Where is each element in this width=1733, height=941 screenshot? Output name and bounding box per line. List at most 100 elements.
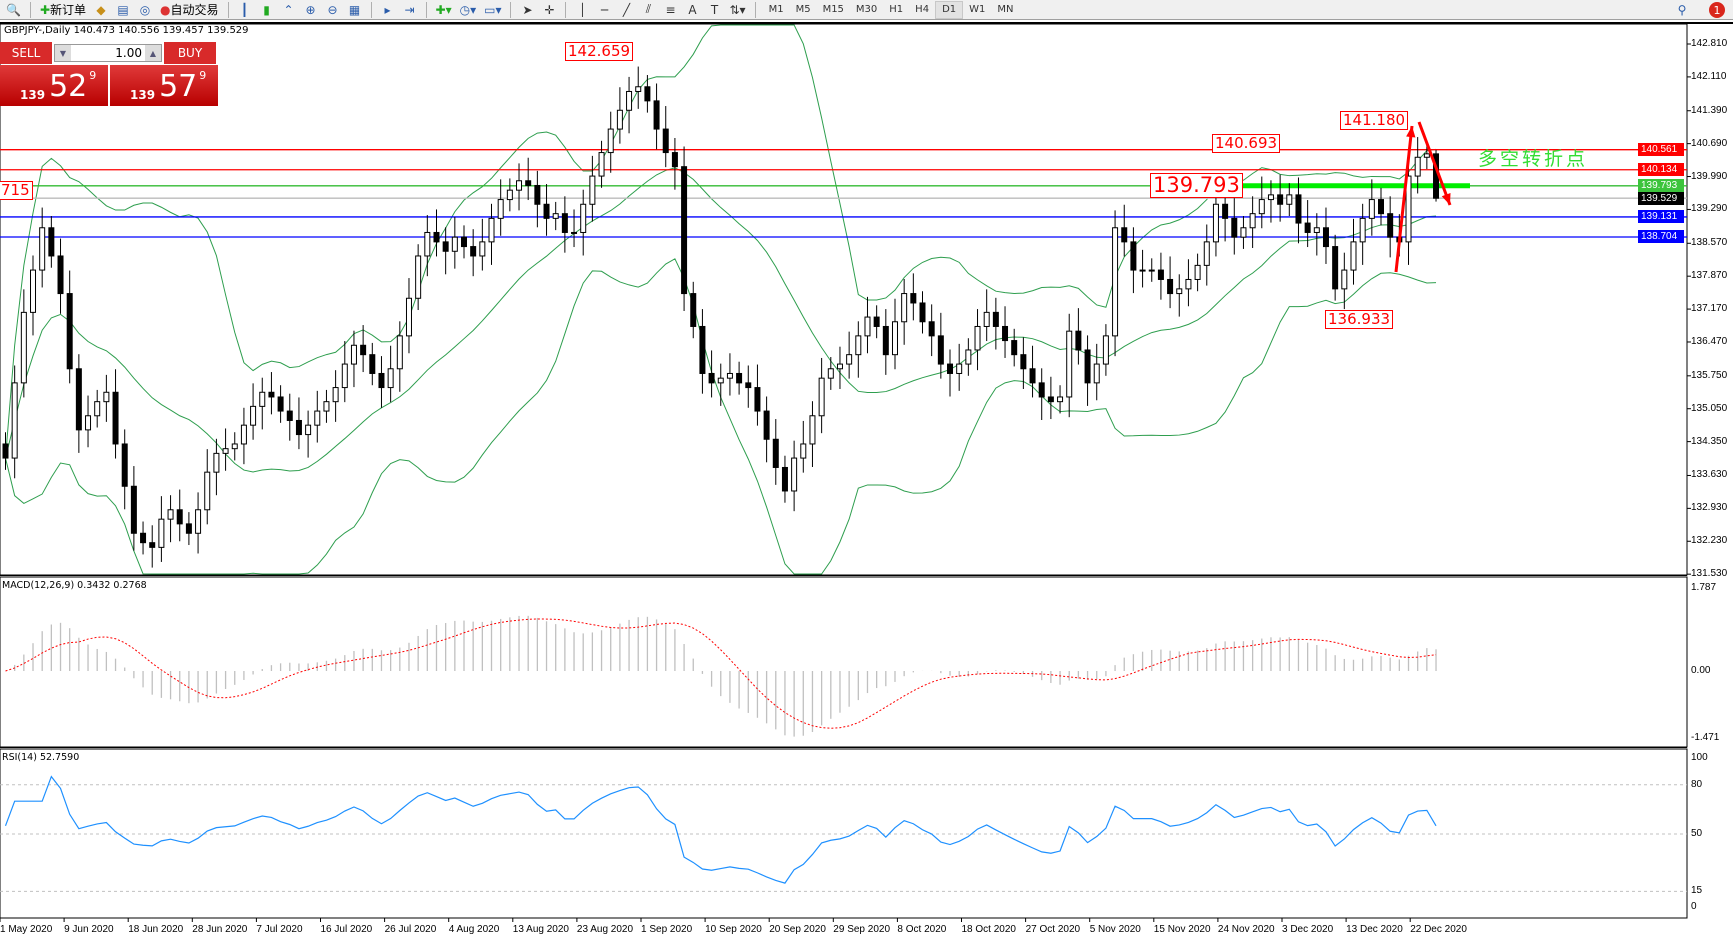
- price-axis-label: 137.170: [1691, 303, 1728, 315]
- lot-decrease-icon[interactable]: ▼: [55, 45, 71, 61]
- candle-bear: [690, 293, 697, 327]
- notification-badge[interactable]: 1: [1709, 2, 1725, 18]
- candle-bull: [1258, 199, 1265, 215]
- lot-increase-icon[interactable]: ▲: [145, 45, 161, 61]
- templates-icon[interactable]: ▭▾: [484, 2, 502, 17]
- market-watch-icon[interactable]: ◆: [96, 2, 106, 17]
- annotation-resistance[interactable]: 140.693: [1212, 134, 1281, 153]
- timeframe-h1[interactable]: H1: [889, 4, 904, 15]
- candle-bull: [396, 335, 403, 370]
- indicators-icon[interactable]: ✚▾: [435, 2, 452, 17]
- lot-input[interactable]: ▼ 1.00 ▲: [54, 44, 162, 62]
- candle-bull: [635, 86, 642, 92]
- candle-bear: [937, 335, 944, 365]
- auto-trading-button[interactable]: ● 自动交易: [158, 1, 221, 19]
- candle-bear: [736, 372, 743, 384]
- candle-bull: [1414, 156, 1421, 177]
- candle-bear: [708, 372, 715, 384]
- separator: [565, 1, 567, 18]
- chart-shift-icon[interactable]: ⇥: [404, 2, 415, 17]
- candle-bear: [1167, 278, 1174, 295]
- periods-icon[interactable]: ◷▾: [459, 2, 477, 17]
- signal-icon[interactable]: ◎: [139, 2, 151, 17]
- timeframe-w1[interactable]: W1: [969, 4, 986, 15]
- candle-bear: [1231, 217, 1238, 238]
- auto-trading-label: 自动交易: [170, 3, 219, 17]
- line-chart-icon[interactable]: ⌃: [283, 2, 294, 17]
- candle-bull: [1249, 213, 1256, 229]
- separator: [510, 1, 512, 18]
- search-icon[interactable]: ⚲: [1677, 3, 1687, 17]
- candle-bull: [800, 443, 807, 459]
- vertical-line-icon[interactable]: │: [578, 2, 587, 17]
- cursor-icon[interactable]: ➤: [522, 2, 533, 17]
- candle-bull: [213, 452, 220, 473]
- equidistant-channel-icon[interactable]: ⫽: [645, 2, 652, 16]
- buy-button[interactable]: BUY: [164, 42, 216, 64]
- crosshair-icon[interactable]: ✛: [544, 2, 555, 17]
- timeframe-m5[interactable]: M5: [795, 4, 811, 15]
- arrows-icon[interactable]: ⇅▾: [729, 2, 746, 17]
- candle-bear: [1277, 194, 1284, 205]
- tile-windows-icon[interactable]: ▦: [348, 2, 361, 17]
- candle-bear: [121, 443, 128, 487]
- candle-bull: [1176, 288, 1183, 295]
- candle-bull: [1093, 363, 1100, 384]
- annotation-pivot[interactable]: 139.793: [1150, 173, 1243, 198]
- autoscroll-icon[interactable]: ▸: [384, 2, 391, 17]
- timeframe-mn[interactable]: MN: [997, 4, 1014, 15]
- new-order-button[interactable]: ✚ 新订单: [38, 1, 88, 19]
- candle-bull: [1185, 278, 1192, 290]
- buy-price[interactable]: 139 57 9: [110, 65, 218, 106]
- candle-bull: [589, 175, 596, 205]
- timeframe-h4[interactable]: H4: [915, 4, 930, 15]
- zoom-icon[interactable]: 🔍: [6, 2, 21, 17]
- sell-button[interactable]: SELL: [0, 42, 52, 64]
- zoom-in-icon[interactable]: ⊕: [305, 2, 316, 17]
- text-icon[interactable]: A: [688, 2, 697, 17]
- candle-bull: [726, 372, 733, 379]
- bar-chart-icon[interactable]: ┃: [240, 2, 249, 17]
- candle-bull: [231, 443, 238, 450]
- annotation-low[interactable]: 136.933: [1325, 310, 1394, 329]
- candle-bear: [525, 180, 532, 186]
- lot-value[interactable]: 1.00: [115, 46, 142, 60]
- candle-bear: [176, 509, 183, 525]
- annotation-high[interactable]: 142.659: [565, 42, 634, 61]
- candle-bull: [240, 424, 247, 445]
- candle-bear: [772, 438, 779, 468]
- horizontal-line-icon[interactable]: ─: [600, 2, 609, 17]
- timeframe-m15[interactable]: M15: [822, 4, 844, 15]
- price-axis-label: 140.690: [1691, 137, 1728, 149]
- macd-axis-label: 0.00: [1691, 665, 1711, 676]
- annotation-left-cut[interactable]: 715: [0, 181, 33, 200]
- candle-bear: [873, 316, 880, 327]
- price-axis-label: 132.230: [1691, 535, 1728, 547]
- pivot-note[interactable]: 多空转折点: [1478, 148, 1589, 170]
- candle-bull: [791, 457, 798, 492]
- sell-price[interactable]: 139 52 9: [0, 65, 108, 106]
- candle-bull: [1102, 335, 1109, 365]
- timeframe-m30[interactable]: M30: [855, 4, 878, 15]
- fibonacci-icon[interactable]: ≡: [665, 2, 676, 17]
- candle-bull: [1057, 396, 1064, 403]
- timeframe-d1[interactable]: D1: [935, 0, 964, 19]
- zoom-out-icon[interactable]: ⊖: [327, 2, 338, 17]
- candlestick-icon[interactable]: ▮: [263, 2, 270, 17]
- candle-bull: [965, 349, 972, 365]
- price-axis-label: 142.110: [1691, 70, 1727, 82]
- candle-bull: [855, 335, 862, 356]
- trendline-icon[interactable]: ╱: [622, 2, 631, 17]
- candle-bull: [103, 391, 110, 403]
- annotation-recent-high[interactable]: 141.180: [1340, 111, 1409, 130]
- text-label-icon[interactable]: T: [710, 2, 719, 17]
- date-axis-label: 15 Nov 2020: [1153, 924, 1211, 935]
- date-axis-label: 24 Nov 2020: [1217, 924, 1275, 935]
- candle-bear: [1322, 227, 1329, 248]
- macd-label: MACD(12,26,9) 0.3432 0.2768: [2, 580, 147, 591]
- timeframe-m1[interactable]: M1: [768, 4, 784, 15]
- candle-bear: [1378, 199, 1384, 215]
- navigator-icon[interactable]: ▤: [117, 2, 129, 17]
- candle-bear: [185, 523, 192, 534]
